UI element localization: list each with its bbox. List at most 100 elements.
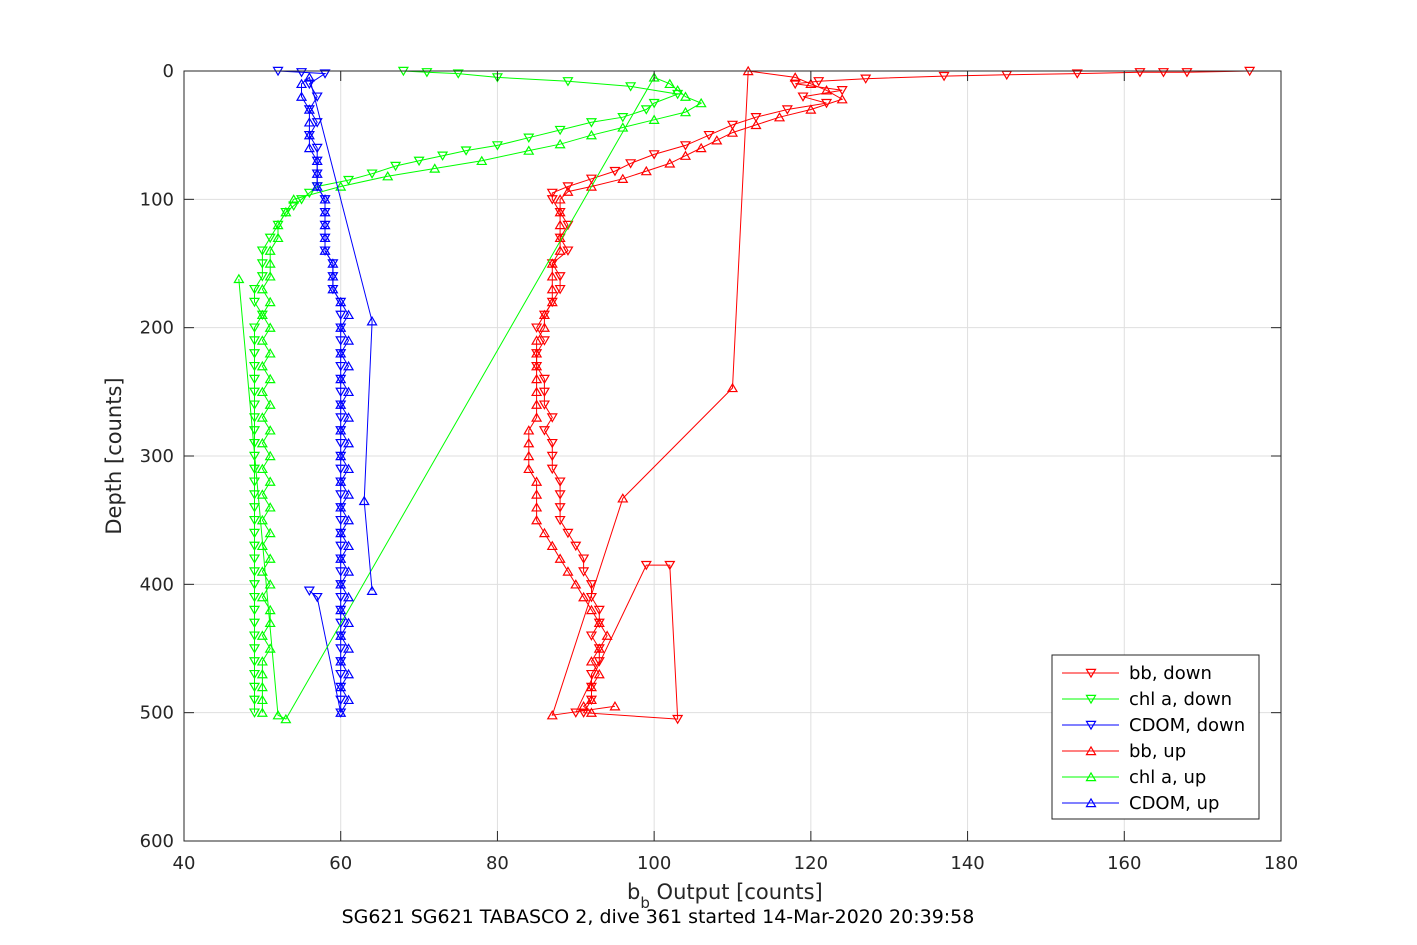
legend-box	[1051, 654, 1260, 820]
y-axis-label: Depth [counts]	[102, 377, 126, 534]
data-point-marker	[413, 156, 425, 167]
data-point-marker	[617, 112, 629, 123]
x-tick-label: 100	[637, 853, 671, 874]
series-line	[254, 70, 680, 713]
data-point-marker	[578, 701, 590, 711]
data-point-marker	[531, 399, 543, 409]
legend-entry-label: chl a, up	[1129, 767, 1206, 788]
data-point-marker	[343, 360, 355, 371]
data-point-marker	[554, 553, 566, 563]
data-point-marker	[640, 560, 652, 571]
data-point-marker	[311, 592, 323, 603]
series-line	[238, 76, 703, 720]
data-point-marker	[648, 98, 660, 109]
data-point-marker	[726, 120, 739, 131]
data-point-marker	[679, 91, 692, 101]
data-point-marker	[546, 540, 558, 551]
data-point-marker	[335, 387, 347, 398]
data-point-marker	[585, 631, 598, 641]
data-point-marker	[319, 69, 331, 79]
data-point-marker	[773, 111, 786, 122]
data-point-marker	[256, 668, 268, 679]
data-point-marker	[335, 476, 347, 486]
data-point-marker	[256, 489, 268, 499]
data-point-marker	[319, 206, 331, 217]
data-point-marker	[311, 118, 323, 128]
data-point-marker	[437, 151, 449, 161]
data-point-marker	[264, 527, 276, 538]
data-point-marker	[546, 283, 558, 294]
data-point-marker	[523, 463, 535, 474]
data-point-marker	[343, 566, 355, 576]
data-point-marker	[672, 85, 684, 95]
data-point-marker	[248, 657, 261, 667]
data-point-marker	[335, 413, 347, 423]
data-point-marker	[343, 514, 355, 525]
data-point-marker	[335, 644, 347, 654]
data-point-marker	[272, 232, 284, 243]
data-point-marker	[679, 106, 692, 117]
data-point-marker	[343, 643, 355, 653]
data-point-marker	[248, 644, 261, 654]
data-point-marker	[343, 335, 355, 345]
legend-marker	[1085, 720, 1097, 731]
data-point-marker	[335, 181, 347, 191]
data-point-marker	[295, 68, 308, 78]
data-point-marker	[343, 463, 355, 474]
data-point-marker	[233, 273, 245, 284]
series-chl-a-down	[248, 66, 684, 718]
data-point-marker	[295, 78, 308, 89]
data-point-marker	[343, 668, 355, 679]
data-point-marker	[335, 579, 347, 589]
data-point-marker	[538, 374, 550, 385]
data-point-marker	[429, 163, 441, 173]
data-point-marker	[248, 438, 261, 449]
series-chl-a-up	[233, 72, 707, 724]
data-point-marker	[335, 490, 347, 500]
data-point-marker	[303, 104, 315, 114]
data-point-marker	[264, 399, 276, 409]
data-point-marker	[303, 72, 315, 82]
data-point-marker	[523, 133, 535, 143]
legend-marker	[1085, 694, 1097, 705]
data-point-marker	[585, 656, 598, 666]
data-point-marker	[531, 323, 543, 333]
data-point-marker	[335, 322, 347, 332]
data-point-marker	[1181, 68, 1193, 78]
x-axis-label: bb Output [counts]	[627, 880, 823, 912]
data-point-marker	[593, 617, 605, 628]
data-point-marker	[531, 360, 543, 371]
data-point-marker	[264, 348, 276, 358]
data-point-marker	[256, 259, 268, 269]
data-point-marker	[248, 323, 261, 333]
data-point-marker	[335, 399, 347, 409]
data-point-marker	[585, 694, 598, 705]
data-point-marker	[264, 373, 276, 384]
data-point-marker	[711, 135, 723, 145]
data-point-marker	[523, 145, 535, 155]
data-point-marker	[311, 181, 323, 191]
data-point-marker	[335, 450, 347, 461]
data-point-marker	[554, 138, 566, 149]
data-point-marker	[303, 142, 315, 153]
data-point-marker	[538, 309, 550, 320]
data-point-marker	[327, 271, 339, 281]
data-point-marker	[452, 69, 464, 79]
x-tick-label: 180	[1264, 853, 1298, 874]
data-point-marker	[248, 361, 261, 372]
data-point-marker	[562, 77, 574, 87]
data-point-marker	[256, 335, 268, 345]
data-point-marker	[382, 170, 394, 181]
data-point-marker	[335, 567, 347, 577]
data-point-marker	[295, 91, 308, 101]
data-point-marker	[335, 310, 347, 321]
data-point-marker	[335, 553, 347, 563]
data-point-marker	[538, 400, 550, 410]
data-point-marker	[264, 617, 276, 628]
data-point-marker	[531, 373, 543, 384]
data-point-marker	[248, 413, 261, 423]
data-point-marker	[248, 541, 261, 552]
data-point-marker	[617, 173, 629, 183]
data-point-marker	[531, 502, 543, 512]
data-point-marker	[303, 188, 315, 199]
